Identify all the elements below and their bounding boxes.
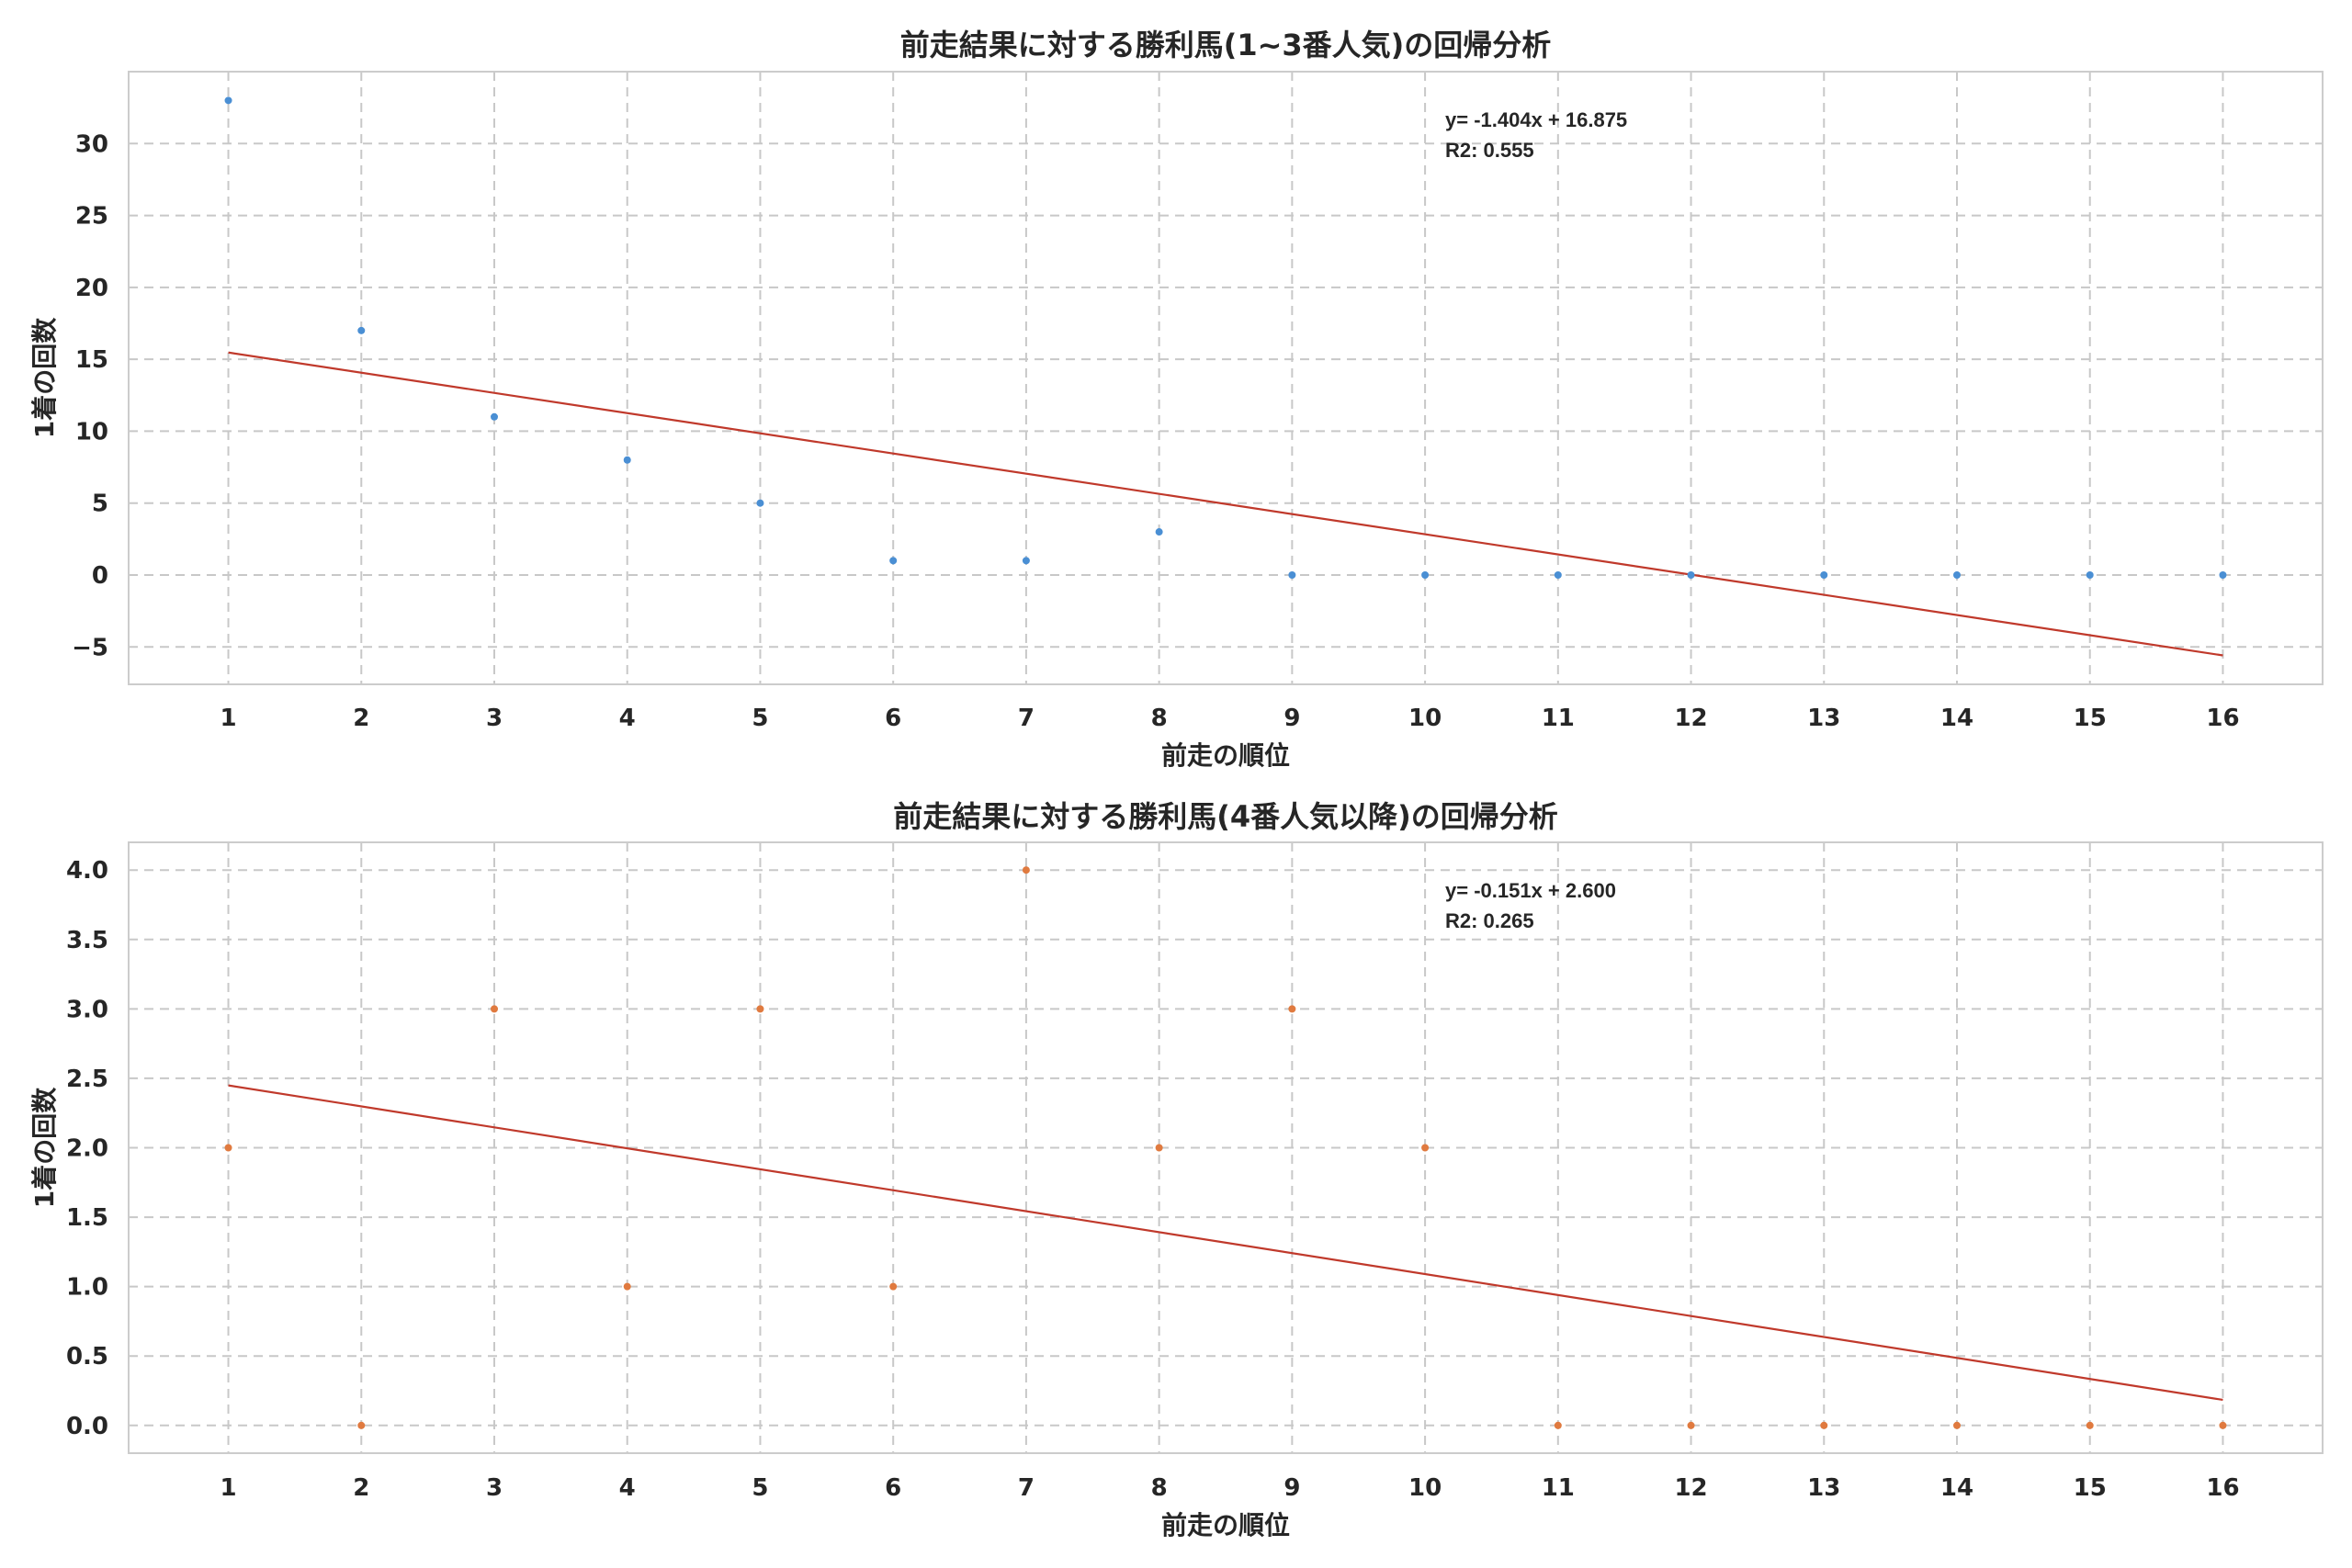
x-tick-label: 10 <box>1408 1474 1442 1502</box>
x-tick-label: 16 <box>2206 705 2239 732</box>
regression-equation: y= -0.151x + 2.600 <box>1445 879 1616 902</box>
y-tick-label: 3.5 <box>66 927 108 954</box>
x-tick-label: 15 <box>2074 1474 2107 1502</box>
data-point <box>1288 1005 1296 1013</box>
x-tick-label: 12 <box>1674 705 1707 732</box>
x-tick-label: 13 <box>1807 705 1840 732</box>
data-point <box>1421 1144 1430 1152</box>
y-tick-label: 0.0 <box>66 1413 108 1440</box>
x-tick-label: 5 <box>752 705 768 732</box>
y-tick-label: 15 <box>75 346 108 374</box>
x-axis-label: 前走の順位 <box>1161 1510 1290 1540</box>
data-point <box>1421 571 1430 580</box>
x-tick-label: 10 <box>1408 705 1442 732</box>
data-point <box>357 326 366 334</box>
x-tick-label: 2 <box>353 705 369 732</box>
data-point <box>1288 571 1296 580</box>
data-point <box>2086 571 2094 580</box>
r2-value: R2: 0.555 <box>1445 139 1534 162</box>
x-tick-label: 9 <box>1283 705 1300 732</box>
y-tick-label: 0 <box>92 562 108 590</box>
data-point <box>889 557 898 565</box>
x-tick-label: 2 <box>353 1474 369 1502</box>
y-tick-label: 30 <box>75 130 108 158</box>
x-tick-label: 9 <box>1283 1474 1300 1502</box>
y-tick-label: 4.0 <box>66 857 108 885</box>
y-tick-label: 25 <box>75 203 108 231</box>
data-point <box>756 499 764 507</box>
x-tick-label: 16 <box>2206 1474 2239 1502</box>
data-point <box>357 1421 366 1429</box>
x-tick-label: 7 <box>1018 1474 1035 1502</box>
data-point <box>1953 571 1961 580</box>
r2-value: R2: 0.265 <box>1445 909 1534 932</box>
y-tick-label: 0.5 <box>66 1343 108 1371</box>
x-tick-label: 11 <box>1542 705 1575 732</box>
x-tick-label: 6 <box>885 1474 901 1502</box>
data-point <box>623 1282 631 1291</box>
data-point <box>1687 1421 1695 1429</box>
chart-title: 前走結果に対する勝利馬(4番人気以降)の回帰分析 <box>893 799 1558 834</box>
x-tick-label: 4 <box>619 1474 636 1502</box>
data-point <box>1687 571 1695 580</box>
x-tick-label: 1 <box>220 1474 236 1502</box>
x-tick-label: 3 <box>486 1474 503 1502</box>
data-point <box>1953 1421 1961 1429</box>
x-tick-label: 15 <box>2074 705 2107 732</box>
x-tick-label: 12 <box>1674 1474 1707 1502</box>
x-tick-label: 8 <box>1151 705 1168 732</box>
x-tick-label: 3 <box>486 705 503 732</box>
data-point <box>1155 528 1163 536</box>
y-tick-label: 1.5 <box>66 1204 108 1232</box>
data-point <box>2219 1421 2227 1429</box>
data-point <box>1022 557 1030 565</box>
data-point <box>491 412 498 421</box>
x-axis-label: 前走の順位 <box>1161 740 1290 771</box>
y-axis-label: 1着の回数 <box>29 317 60 438</box>
y-tick-label: −5 <box>72 634 108 661</box>
y-tick-label: 2.0 <box>66 1135 108 1163</box>
y-tick-label: 5 <box>92 491 108 518</box>
x-tick-label: 14 <box>1940 705 1973 732</box>
plot-frame <box>128 71 2324 685</box>
data-point <box>491 1005 498 1013</box>
regression-equation: y= -1.404x + 16.875 <box>1445 108 1627 131</box>
data-point <box>1554 571 1562 580</box>
y-tick-label: 20 <box>75 275 108 302</box>
chart-title: 前走結果に対する勝利馬(1~3番人気)の回帰分析 <box>900 28 1552 62</box>
y-tick-label: 10 <box>75 418 108 446</box>
x-tick-label: 14 <box>1940 1474 1973 1502</box>
x-tick-label: 5 <box>752 1474 768 1502</box>
x-tick-label: 13 <box>1807 1474 1840 1502</box>
data-point <box>623 456 631 464</box>
regression-line <box>228 1084 2223 1402</box>
data-point <box>2219 571 2227 580</box>
y-tick-label: 3.0 <box>66 996 108 1023</box>
regression-line <box>228 351 2223 657</box>
data-point <box>1554 1421 1562 1429</box>
data-point <box>1820 571 1828 580</box>
data-point <box>224 96 232 105</box>
y-tick-label: 2.5 <box>66 1066 108 1093</box>
data-point <box>1022 866 1030 874</box>
chart-panel-1: 1 2 3 4 5 6 7 8 9 10 11 12 13 14 15 16−5051015202530前走結… <box>29 28 2324 771</box>
data-point <box>224 1144 232 1152</box>
x-tick-label: 1 <box>220 705 236 732</box>
x-tick-label: 6 <box>885 705 901 732</box>
data-point <box>756 1005 764 1013</box>
plot-frame <box>128 841 2324 1454</box>
y-axis-label: 1着の回数 <box>29 1087 60 1208</box>
x-tick-label: 8 <box>1151 1474 1168 1502</box>
data-point <box>1820 1421 1828 1429</box>
x-tick-label: 11 <box>1542 1474 1575 1502</box>
y-tick-label: 1.0 <box>66 1274 108 1302</box>
chart-panel-2: 1 2 3 4 5 6 7 8 9 10 11 12 13 14 15 160.00.51.01.52.02.… <box>29 799 2324 1540</box>
data-point <box>1155 1144 1163 1152</box>
data-point <box>2086 1421 2094 1429</box>
x-tick-label: 7 <box>1018 705 1035 732</box>
data-point <box>889 1282 898 1291</box>
x-tick-label: 4 <box>619 705 636 732</box>
